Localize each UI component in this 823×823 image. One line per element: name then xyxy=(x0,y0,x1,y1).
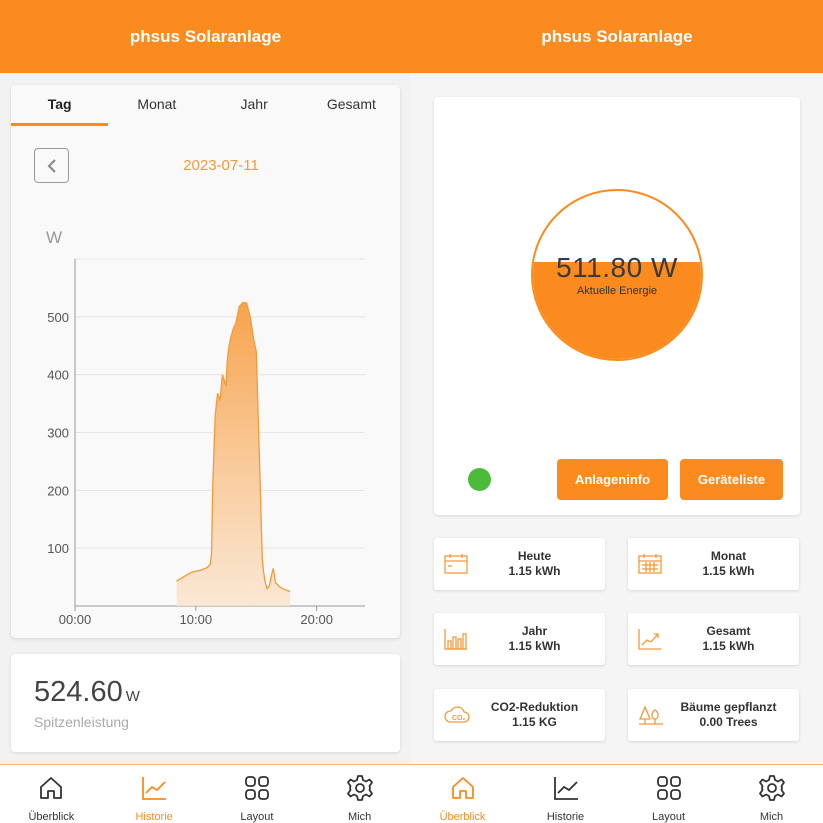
previous-date-button[interactable] xyxy=(34,148,69,183)
stat-value: 1.15 kWh xyxy=(508,564,561,578)
period-tabs: Tag Monat Jahr Gesamt xyxy=(11,85,400,127)
y-axis-label: W xyxy=(46,228,62,247)
stat-card-co2-cloud: CO₂ CO2-Reduktion 1.15 KG xyxy=(434,689,605,741)
nav-label: Überblick xyxy=(28,811,75,823)
stat-value: 1.15 kWh xyxy=(702,564,755,578)
nav-label: Historie xyxy=(135,811,173,823)
gear-icon xyxy=(346,774,374,807)
tab-month[interactable]: Monat xyxy=(137,96,177,112)
plant-info-button[interactable]: Anlageninfo xyxy=(557,459,668,500)
power-line xyxy=(176,301,291,593)
stat-value: 0.00 Trees xyxy=(699,715,758,729)
app-header: phsus Solaranlage xyxy=(411,0,823,73)
nav-item-gear[interactable]: Mich xyxy=(720,765,823,823)
header-title: phsus Solaranlage xyxy=(541,26,693,46)
history-chart-card: Tag Monat Jahr Gesamt 2023-07-11 100 200 3… xyxy=(11,85,400,638)
gear-icon xyxy=(758,774,786,807)
nav-label: Überblick xyxy=(439,811,486,823)
energy-gauge-fill xyxy=(533,261,701,359)
stat-card-calendar-month: Monat 1.15 kWh xyxy=(628,538,799,590)
stat-title: Gesamt xyxy=(706,624,751,638)
tab-total[interactable]: Gesamt xyxy=(326,96,376,112)
y-tick-label: 100 xyxy=(47,541,69,556)
active-tab-indicator xyxy=(11,123,108,126)
stat-value: 1.15 KG xyxy=(512,715,557,729)
trend-chart-icon xyxy=(638,628,662,655)
current-power-value: 511.80 W xyxy=(556,252,678,283)
selected-date[interactable]: 2023-07-11 xyxy=(183,157,259,174)
nav-label: Mich xyxy=(348,811,372,823)
current-power-label: Aktuelle Energie xyxy=(576,285,658,297)
nav-label: Layout xyxy=(651,811,686,823)
peak-power: 524.60 W xyxy=(34,676,140,709)
stat-card-trees: Bäume gepflanzt 0.00 Trees xyxy=(628,689,799,741)
x-tick-label: 10:00 xyxy=(180,612,213,627)
bottom-navigation: Überblick Historie Layout Mich xyxy=(411,764,823,823)
bar-chart-icon xyxy=(444,628,468,655)
energy-gauge xyxy=(531,189,703,361)
nav-item-gear[interactable]: Mich xyxy=(308,765,411,823)
bottom-navigation: Überblick Historie Layout Mich xyxy=(0,764,411,823)
x-tick-label: 00:00 xyxy=(59,612,92,627)
trees-icon xyxy=(638,704,664,731)
home-icon xyxy=(37,774,65,807)
stat-title: CO2-Reduktion xyxy=(490,700,579,714)
y-tick-label: 200 xyxy=(47,483,69,498)
stat-title: Jahr xyxy=(521,624,548,638)
grid-icon xyxy=(655,774,683,807)
nav-label: Mich xyxy=(759,811,784,823)
peak-label: Spitzenleistung xyxy=(34,714,129,730)
co2-cloud-icon: CO₂ xyxy=(444,704,470,731)
power-area xyxy=(176,302,291,606)
stat-title: Bäume gepflanzt xyxy=(680,700,777,714)
y-tick-label: 400 xyxy=(47,368,69,383)
chevron-left-icon xyxy=(47,158,56,173)
online-status-indicator xyxy=(468,468,491,491)
nav-item-home[interactable]: Überblick xyxy=(0,765,103,823)
stat-card-calendar-day: Heute 1.15 kWh xyxy=(434,538,605,590)
home-icon xyxy=(449,774,477,807)
y-tick-label: 500 xyxy=(47,310,69,325)
y-tick-label: 300 xyxy=(47,426,69,441)
calendar-day-icon xyxy=(444,553,468,580)
nav-label: Historie xyxy=(546,811,585,823)
stat-title: Monat xyxy=(710,549,747,563)
stat-value: 1.15 kWh xyxy=(702,639,755,653)
stat-value: 1.15 kWh xyxy=(508,639,561,653)
peak-power-card: 524.60 W Spitzenleistung xyxy=(11,654,400,752)
peak-value: 524.60 xyxy=(34,676,123,708)
grid-icon xyxy=(243,774,271,807)
nav-item-chart-line[interactable]: Historie xyxy=(103,765,206,823)
header-title: phsus Solaranlage xyxy=(129,26,282,46)
nav-item-chart-line[interactable]: Historie xyxy=(514,765,617,823)
x-tick-label: 20:00 xyxy=(300,612,333,627)
nav-item-grid[interactable]: Layout xyxy=(617,765,720,823)
power-chart: 100 200 300 400 500 00:00 10:00 20:00 W xyxy=(46,228,365,627)
peak-unit: W xyxy=(125,688,140,705)
chart-line-icon xyxy=(140,774,168,807)
stat-card-trend-chart: Gesamt 1.15 kWh xyxy=(628,613,799,665)
svg-text:CO₂: CO₂ xyxy=(452,715,466,722)
chart-line-icon xyxy=(552,774,580,807)
nav-item-grid[interactable]: Layout xyxy=(206,765,309,823)
history-screen: phsus Solaranlage Tag Monat Jahr Gesamt … xyxy=(0,0,411,823)
app-header: phsus Solaranlage xyxy=(0,0,411,73)
nav-item-home[interactable]: Überblick xyxy=(411,765,514,823)
stat-title: Heute xyxy=(517,549,552,563)
stat-card-bar-chart: Jahr 1.15 kWh xyxy=(434,613,605,665)
device-list-button[interactable]: Geräteliste xyxy=(680,459,783,500)
nav-label: Layout xyxy=(240,811,274,823)
calendar-month-icon xyxy=(638,553,662,580)
tab-day[interactable]: Tag xyxy=(47,96,72,112)
current-energy-card: 511.80 W Aktuelle Energie Anlageninfo Ge… xyxy=(434,97,800,515)
tab-year[interactable]: Jahr xyxy=(240,96,268,112)
overview-screen: phsus Solaranlage 511.80 W Aktuelle Ener… xyxy=(411,0,823,823)
